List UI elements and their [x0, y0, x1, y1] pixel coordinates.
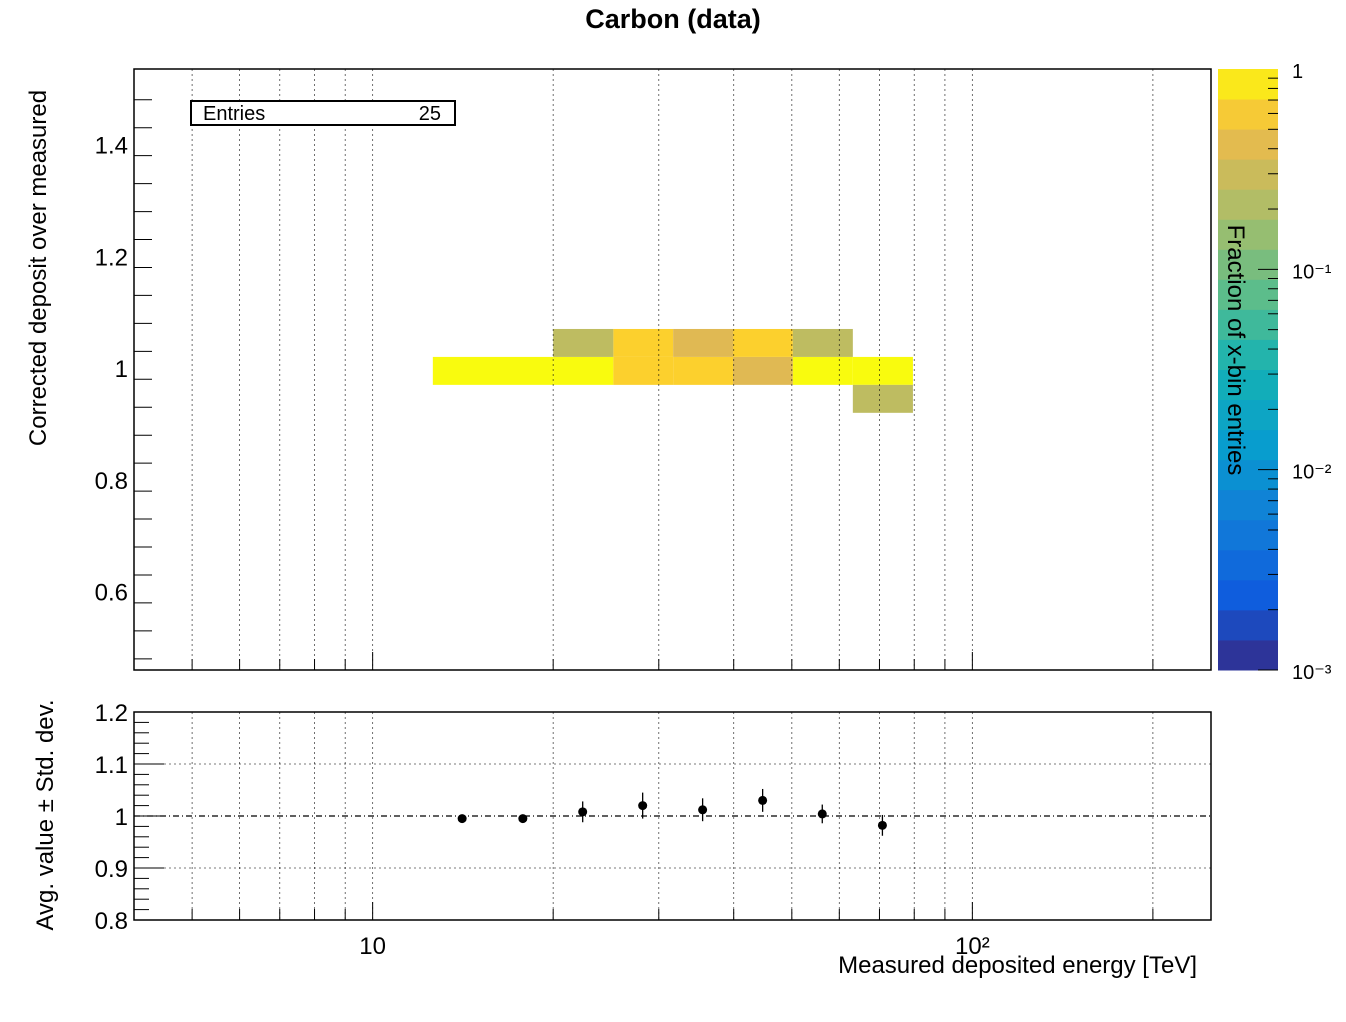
x-tick-label: 10 [359, 933, 386, 960]
palette-band [1218, 309, 1278, 340]
x-axis-label: Measured deposited energy [TeV] [838, 952, 1197, 979]
stats-entries-value: 25 [418, 103, 441, 125]
y-tick-label: 0.8 [95, 468, 128, 495]
palette-band [1218, 639, 1278, 671]
data-point-3 [638, 801, 648, 811]
palette-band [1218, 459, 1278, 491]
heatmap-cell-11 [852, 356, 913, 385]
heatmap-cell-12 [852, 384, 913, 413]
palette-band [1218, 339, 1278, 370]
heatmap-cell-0 [432, 356, 554, 385]
x-tick-label: 10² [955, 933, 990, 960]
y-tick-label: 1 [115, 356, 128, 383]
heatmap-cell-6 [673, 328, 734, 357]
y-tick-label: 1.4 [95, 132, 128, 159]
y-tick-label: 1.2 [95, 700, 128, 727]
bottom-grid [134, 712, 1211, 920]
data-point-2 [578, 807, 588, 817]
palette-band [1218, 129, 1278, 160]
palette-tick-label: 10⁻² [1292, 462, 1332, 484]
heatmap-cell-10 [792, 328, 853, 357]
palette-tick-label: 1 [1292, 61, 1303, 83]
data-point-5 [758, 795, 768, 805]
heatmap-cell-7 [733, 356, 793, 385]
palette-band [1218, 369, 1278, 401]
top-plot-frame [133, 68, 1212, 671]
stats-entries-label: Entries [203, 103, 266, 125]
y-tick-label: 0.6 [95, 580, 128, 607]
y-tick-label: 1 [115, 804, 128, 831]
data-point-6 [817, 809, 827, 819]
palette-band [1218, 489, 1278, 521]
color-palette [1218, 69, 1278, 671]
heatmap-cell-1 [553, 356, 614, 385]
heatmap-cell-8 [733, 328, 793, 357]
palette-tick-label: 10⁻¹ [1292, 261, 1332, 283]
y-tick-label: 1.2 [95, 244, 128, 271]
stats-box: Entries 25 [190, 100, 456, 126]
palette-band [1218, 279, 1278, 310]
bottom-axis-ticks: 10 10² 0.8 0.9 1 1.1 1.2 [95, 700, 1154, 960]
heatmap-cells [432, 328, 913, 413]
y-tick-label: 0.8 [95, 908, 128, 935]
palette-band [1218, 549, 1278, 581]
data-point-1 [518, 814, 528, 824]
y-tick-label: 0.9 [95, 856, 128, 883]
palette-band [1218, 429, 1278, 461]
data-point-4 [698, 805, 708, 815]
palette-band [1218, 609, 1278, 641]
heatmap-cell-9 [792, 356, 853, 385]
heatmap-cell-2 [553, 328, 614, 357]
palette-band [1218, 189, 1278, 220]
top-axis-ticks: 0.6 0.8 1 1.2 1.4 [95, 99, 1154, 670]
data-point-0 [457, 814, 467, 824]
palette-band [1218, 99, 1278, 130]
top-grid [191, 69, 1154, 670]
palette-ticks: 10⁻³ 10⁻² 10⁻¹ 1 [1258, 61, 1332, 684]
palette-band [1218, 159, 1278, 190]
palette-tick-label: 10⁻³ [1292, 662, 1332, 684]
heatmap-cell-4 [613, 328, 674, 357]
data-point-7 [877, 820, 887, 830]
heatmap-cell-3 [613, 356, 674, 385]
color-axis-label: Fraction of x-bin entries [1222, 224, 1249, 476]
palette-band [1218, 519, 1278, 551]
palette-band [1218, 399, 1278, 431]
profile-points [457, 788, 887, 836]
palette-band [1218, 69, 1278, 100]
palette-band [1218, 579, 1278, 611]
palette-band [1218, 249, 1278, 280]
palette-band [1218, 219, 1278, 250]
y-tick-label: 1.1 [95, 752, 128, 779]
heatmap-cell-5 [673, 356, 734, 385]
chart-title: Carbon (data) [585, 4, 761, 34]
